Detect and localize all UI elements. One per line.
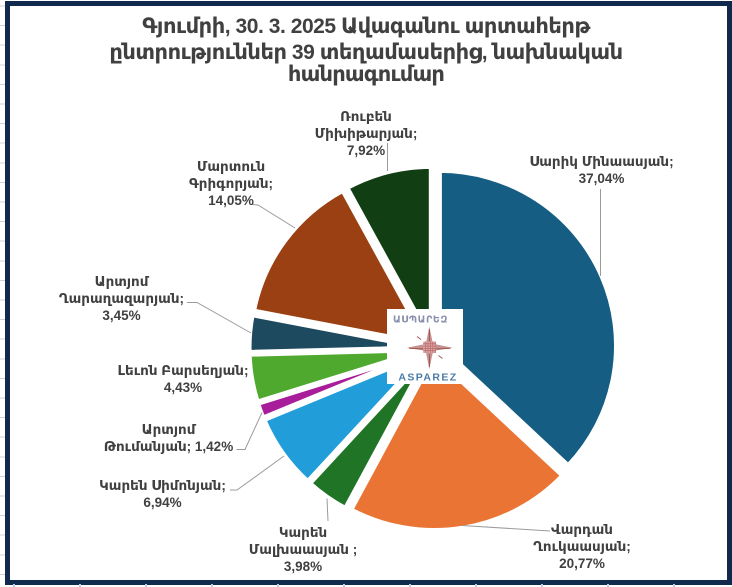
svg-text:ASPAREZ: ASPAREZ [398, 372, 457, 384]
svg-text:ԱՍՊԱՐԵԶ: ԱՍՊԱՐԵԶ [393, 315, 448, 326]
